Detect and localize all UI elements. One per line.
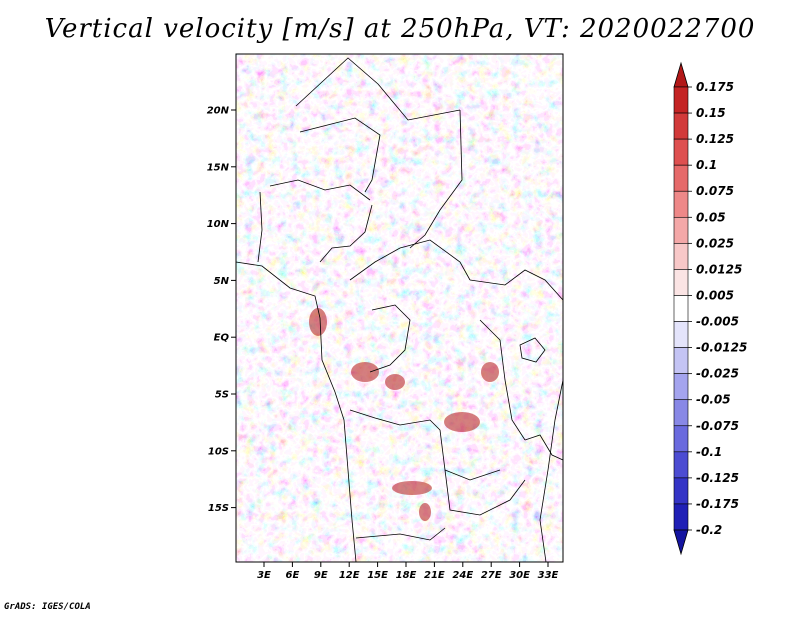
border-congo-drc <box>369 304 411 373</box>
colorbar-segment <box>673 243 689 270</box>
map-title: Vertical velocity [m/s] at 250hPa, VT: 2… <box>44 14 756 44</box>
border-tanzania <box>524 434 564 461</box>
lat-tick-label: 5N <box>214 276 230 287</box>
colorbar-segment <box>673 269 689 296</box>
colorbar-label: 0.025 <box>696 236 734 250</box>
colorbar-label: 0.15 <box>696 106 726 120</box>
border-chad-sudan <box>409 109 463 249</box>
colorbar-label: 0.175 <box>696 80 734 94</box>
colorbar-segment <box>673 451 689 479</box>
lat-tick-label: 10N <box>207 219 230 230</box>
lake-victoria <box>519 337 546 363</box>
colorbar-label: 0.05 <box>696 210 726 224</box>
footer-credit: GrADS: IGES/COLA <box>4 602 91 612</box>
lat-tick-label: 15S <box>208 503 229 514</box>
colorbar-segment <box>673 86 689 114</box>
velocity-field <box>236 54 563 562</box>
colorbar-segment <box>673 503 689 531</box>
lat-tick-label: 15N <box>207 162 230 173</box>
lon-tick-label: 21E <box>424 570 445 581</box>
colorbar-segment <box>673 295 689 322</box>
colorbar-label: -0.0125 <box>696 341 747 355</box>
border-drc-angola <box>349 409 501 481</box>
colorbar-bottom-triangle <box>673 529 689 556</box>
colorbar-top-triangle <box>673 61 689 88</box>
colorbar-label: 0.0125 <box>696 262 742 276</box>
lon-tick-label: 3E <box>257 570 271 581</box>
border-drc-east <box>479 319 526 441</box>
border-libya-chad <box>295 57 461 121</box>
colorbar-segment <box>673 373 689 401</box>
latitude-axis: 20N 15N 10N 5N EQ 5S 10S 15S <box>207 106 236 514</box>
lon-tick-label: 30E <box>509 570 530 581</box>
lat-tick-label: 10S <box>208 446 229 457</box>
longitude-axis: 3E 6E 9E 12E 15E 18E 21E 24E 27E 30E 33E <box>257 562 559 581</box>
colorbar-label: -0.005 <box>696 315 739 329</box>
colorbar-label: -0.075 <box>696 419 739 433</box>
coastline-west-africa <box>235 261 357 563</box>
lon-tick-label: 12E <box>339 570 360 581</box>
lon-tick-label: 33E <box>538 570 559 581</box>
border-niger-chad <box>299 117 381 193</box>
colorbar-segment <box>673 477 689 505</box>
strong-updraft-areas <box>309 308 499 521</box>
colorbar-label: -0.025 <box>696 367 739 381</box>
colorbar-segment <box>673 138 689 166</box>
colorbar-segment <box>673 216 689 244</box>
lon-tick-label: 24E <box>452 570 473 581</box>
colorbar-label: 0.005 <box>696 288 734 302</box>
lat-tick-label: 20N <box>207 106 230 117</box>
coastline-east-africa <box>539 379 564 563</box>
colorbar-label: -0.175 <box>696 497 739 511</box>
colorbar-label: 0.075 <box>696 184 734 198</box>
map-frame <box>235 53 564 563</box>
colorbar-label: -0.2 <box>696 523 722 537</box>
colorbar-label: -0.1 <box>696 445 722 459</box>
border-zambia <box>444 469 526 516</box>
lon-tick-label: 27E <box>481 570 502 581</box>
border-nigeria <box>269 179 371 201</box>
colorbar-label: -0.05 <box>696 393 731 407</box>
border-south-sudan <box>469 269 564 301</box>
lat-tick-label: EQ <box>214 333 230 344</box>
colorbar-segment <box>673 347 689 374</box>
colorbar-label: -0.125 <box>696 471 739 485</box>
colorbar-segment <box>673 164 689 192</box>
colorbar: 0.175 0.15 0.125 0.1 0.075 0.05 0.025 0.0125 0.0… <box>673 61 747 556</box>
lon-tick-label: 15E <box>367 570 388 581</box>
border-west-vertical <box>257 191 263 263</box>
colorbar-segment <box>673 190 689 218</box>
lon-tick-label: 18E <box>396 570 417 581</box>
lon-tick-label: 9E <box>314 570 328 581</box>
border-car <box>349 239 471 281</box>
colorbar-segment <box>673 425 689 453</box>
border-angola-south <box>355 527 446 541</box>
lon-tick-label: 6E <box>286 570 300 581</box>
lat-tick-label: 5S <box>215 390 229 401</box>
border-nigeria-cameroon <box>319 204 373 263</box>
colorbar-label: 0.1 <box>696 158 717 172</box>
colorbar-segment <box>673 112 689 140</box>
colorbar-segment <box>673 399 689 427</box>
colorbar-segment <box>673 321 689 348</box>
country-borders <box>235 57 564 563</box>
colorbar-label: 0.125 <box>696 132 734 146</box>
